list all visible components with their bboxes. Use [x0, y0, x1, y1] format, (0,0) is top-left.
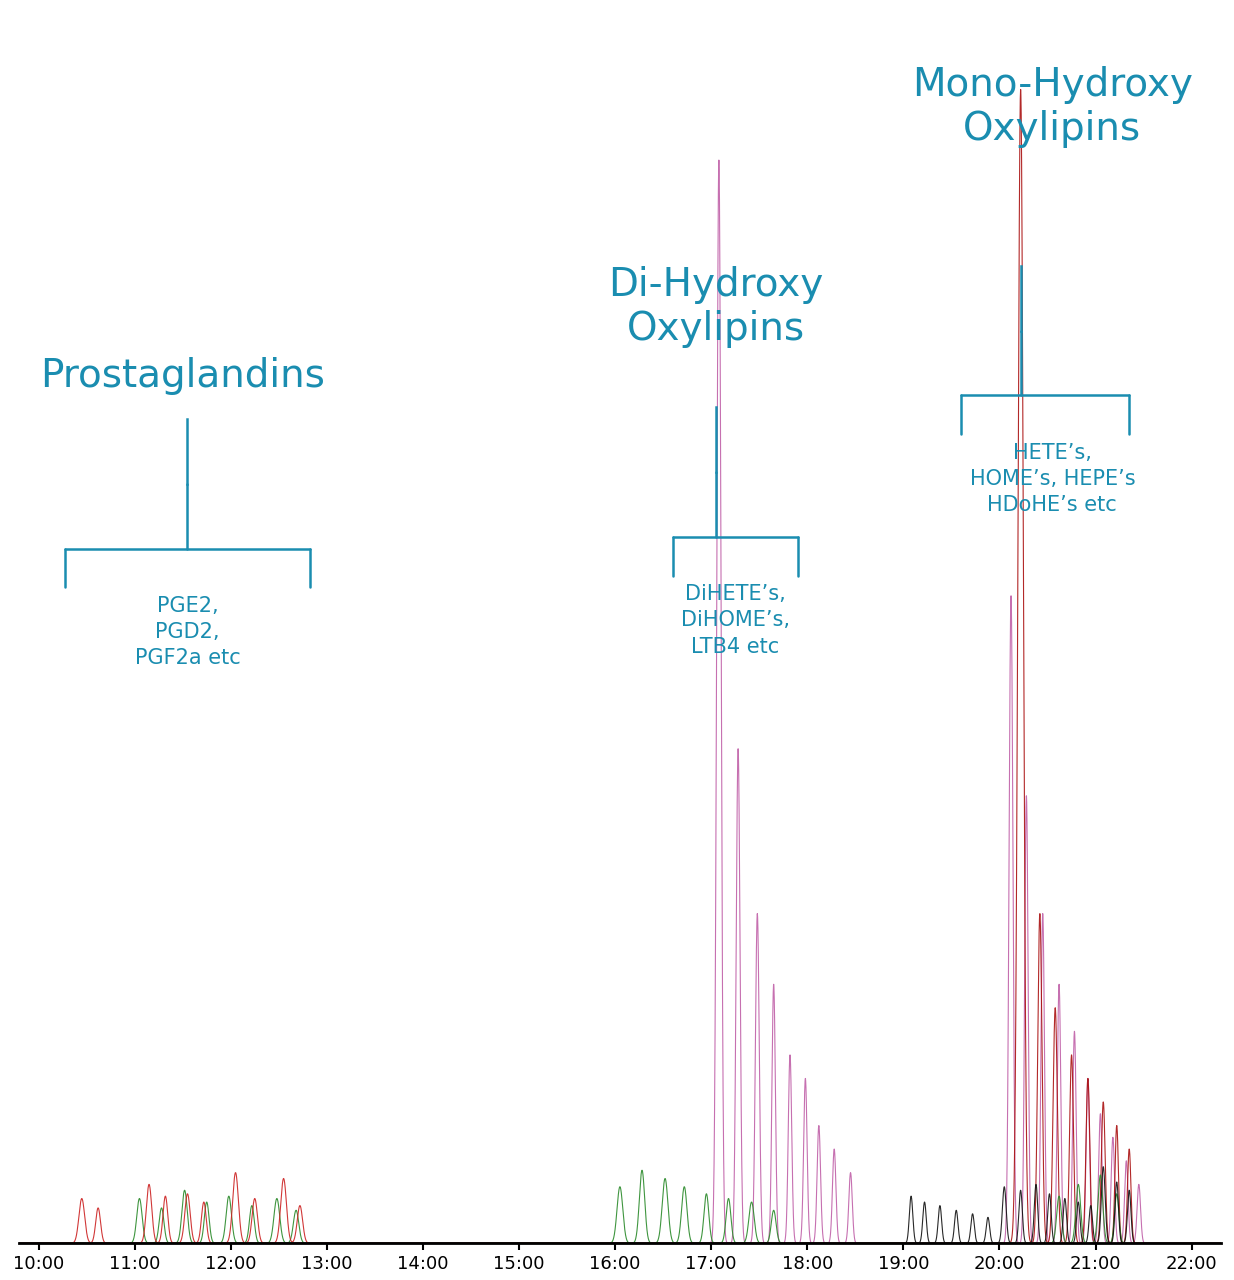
Text: HETE’s,
HOME’s, HEPE’s
HDoHE’s etc: HETE’s, HOME’s, HEPE’s HDoHE’s etc	[970, 443, 1135, 516]
Text: Di-Hydroxy
Oxylipins: Di-Hydroxy Oxylipins	[608, 266, 823, 348]
Text: Prostaglandins: Prostaglandins	[41, 357, 325, 396]
Text: PGE2,
PGD2,
PGF2a etc: PGE2, PGD2, PGF2a etc	[135, 595, 241, 668]
Text: Mono-Hydroxy
Oxylipins: Mono-Hydroxy Oxylipins	[912, 67, 1193, 148]
Text: DiHETE’s,
DiHOME’s,
LTB4 etc: DiHETE’s, DiHOME’s, LTB4 etc	[681, 584, 790, 657]
